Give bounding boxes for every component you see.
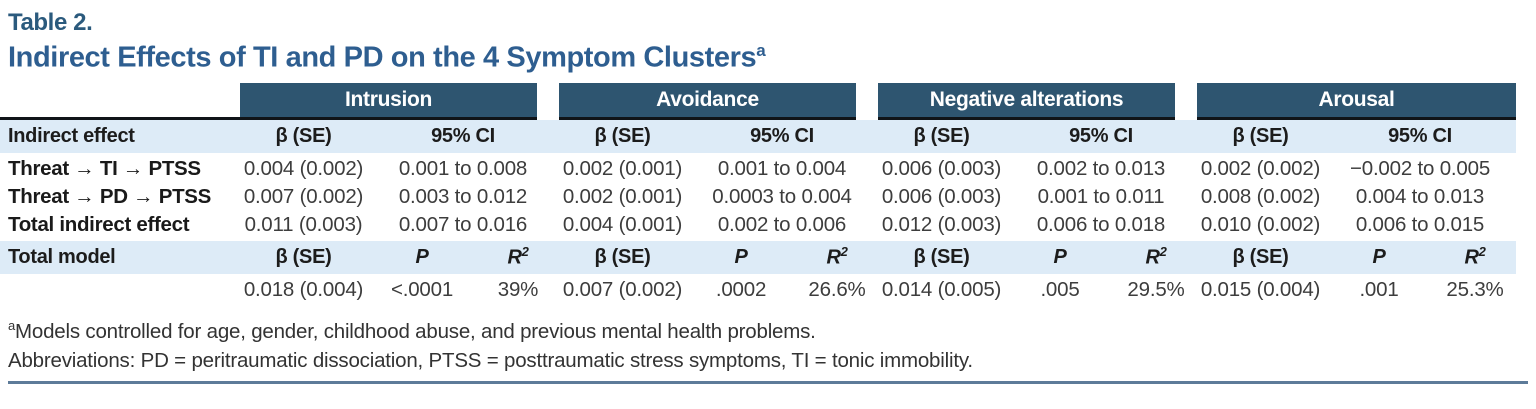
ci-value: 0.002 to 0.013 (1036, 156, 1166, 180)
beta-value: 0.018 (0.004) (243, 277, 364, 301)
beta-value: 0.015 (0.004) (1200, 277, 1321, 301)
p-header: P (415, 245, 429, 268)
r2-header: R2 (507, 244, 529, 269)
beta-value: 0.006 (0.003) (881, 156, 1002, 180)
r2-value: 25.3% (1446, 277, 1504, 301)
indirect-effect-header-row: Indirect effect β (SE) 95% CI β (SE) 95%… (0, 119, 1516, 153)
beta-value: 0.006 (0.003) (881, 184, 1002, 208)
table-row-threat-ti-ptss: Threat → TI → PTSS 0.004 (0.002) 0.001 t… (0, 155, 1516, 183)
r2-header: R2 (1145, 244, 1167, 269)
total-model-label: Total model (8, 245, 116, 268)
beta-se-header-intrusion: β (SE) (275, 124, 332, 147)
beta-se-header-avoidance: β (SE) (594, 124, 651, 147)
column-group-spacer (0, 82, 240, 120)
beta-value: 0.004 (0.001) (562, 212, 683, 236)
ci-value: 0.006 to 0.015 (1355, 212, 1485, 236)
beta-value: 0.007 (0.002) (562, 277, 683, 301)
ci-value: 0.004 to 0.013 (1355, 184, 1485, 208)
beta-se-header-arousal: β (SE) (1232, 124, 1289, 147)
ci-value: 0.003 to 0.012 (398, 184, 528, 208)
total-model-header-row: Total model β (SE) P R2 β (SE) P R2 β (S… (0, 240, 1516, 274)
footnote-marker: a (8, 317, 16, 333)
ci-value: 0.0003 to 0.004 (712, 184, 852, 208)
beta-value: 0.002 (0.001) (562, 184, 683, 208)
ci-value: 0.002 to 0.006 (717, 212, 847, 236)
table-title: Indirect Effects of TI and PD on the 4 S… (0, 41, 1536, 75)
data-table: Intrusion Avoidance Negative alterations… (0, 82, 1516, 306)
column-group-header-row: Intrusion Avoidance Negative alterations… (0, 82, 1516, 120)
beta-se-header: β (SE) (1232, 245, 1289, 268)
footnote-models: aModels controlled for age, gender, chil… (8, 317, 816, 343)
beta-value: 0.010 (0.002) (1200, 212, 1321, 236)
row-label: Threat → PD → PTSS (8, 184, 212, 208)
bottom-rule-divider (8, 381, 1528, 385)
beta-value: 0.002 (0.001) (562, 156, 683, 180)
column-group-negative-alterations: Negative alterations (878, 82, 1197, 120)
beta-value: 0.014 (0.005) (881, 277, 1002, 301)
column-group-intrusion: Intrusion (240, 82, 559, 120)
ci-value: −0.002 to 0.005 (1349, 156, 1491, 180)
table-row-total-indirect: Total indirect effect 0.011 (0.003) 0.00… (0, 211, 1516, 239)
footnote-abbreviations: Abbreviations: PD = peritraumatic dissoc… (8, 349, 973, 373)
table-title-footnote-marker: a (756, 41, 766, 60)
p-value: .0002 (715, 277, 767, 301)
column-group-negative-alterations-box: Negative alterations (878, 82, 1175, 120)
beta-se-header: β (SE) (594, 245, 651, 268)
table-footnotes: aModels controlled for age, gender, chil… (0, 306, 1536, 374)
p-value: .005 (1040, 277, 1080, 301)
column-group-arousal: Arousal (1197, 82, 1516, 120)
beta-se-header: β (SE) (913, 245, 970, 268)
ci-header-avoidance: 95% CI (750, 124, 814, 147)
beta-value: 0.008 (0.002) (1200, 184, 1321, 208)
r2-value: 39% (497, 277, 539, 301)
beta-value: 0.002 (0.002) (1200, 156, 1321, 180)
indirect-effect-header-label: Indirect effect (8, 124, 135, 147)
r2-value: 29.5% (1127, 277, 1185, 301)
ci-header-intrusion: 95% CI (431, 124, 495, 147)
row-label: Threat → TI → PTSS (8, 156, 201, 180)
p-value: .001 (1359, 277, 1399, 301)
column-group-avoidance-box: Avoidance (559, 82, 856, 120)
row-label: Total indirect effect (8, 212, 190, 236)
ci-value: 0.001 to 0.008 (398, 156, 528, 180)
ci-header-arousal: 95% CI (1388, 124, 1452, 147)
beta-value: 0.011 (0.003) (244, 212, 363, 236)
r2-header: R2 (826, 244, 848, 269)
table-row-threat-pd-ptss: Threat → PD → PTSS 0.007 (0.002) 0.003 t… (0, 183, 1516, 211)
ci-value: 0.006 to 0.018 (1036, 212, 1166, 236)
ci-header-negative: 95% CI (1069, 124, 1133, 147)
beta-value: 0.004 (0.002) (243, 156, 364, 180)
beta-se-header: β (SE) (275, 245, 332, 268)
table-number: Table 2. (8, 9, 93, 36)
r2-header: R2 (1464, 244, 1486, 269)
beta-value: 0.012 (0.003) (881, 212, 1002, 236)
column-group-arousal-box: Arousal (1197, 82, 1516, 120)
column-group-avoidance: Avoidance (559, 82, 878, 120)
table-title-text: Indirect Effects of TI and PD on the 4 S… (8, 41, 757, 74)
p-header: P (734, 245, 748, 268)
column-group-intrusion-box: Intrusion (240, 82, 537, 120)
ci-value: 0.007 to 0.016 (398, 212, 528, 236)
p-header: P (1372, 245, 1386, 268)
p-value: <.0001 (390, 277, 454, 301)
ci-value: 0.001 to 0.004 (717, 156, 847, 180)
p-header: P (1053, 245, 1067, 268)
beta-value: 0.007 (0.002) (243, 184, 364, 208)
beta-se-header-negative: β (SE) (913, 124, 970, 147)
r2-value: 26.6% (808, 277, 866, 301)
ci-value: 0.001 to 0.011 (1037, 184, 1165, 208)
total-model-values-row: 0.018 (0.004) <.0001 39% 0.007 (0.002) .… (0, 274, 1516, 306)
